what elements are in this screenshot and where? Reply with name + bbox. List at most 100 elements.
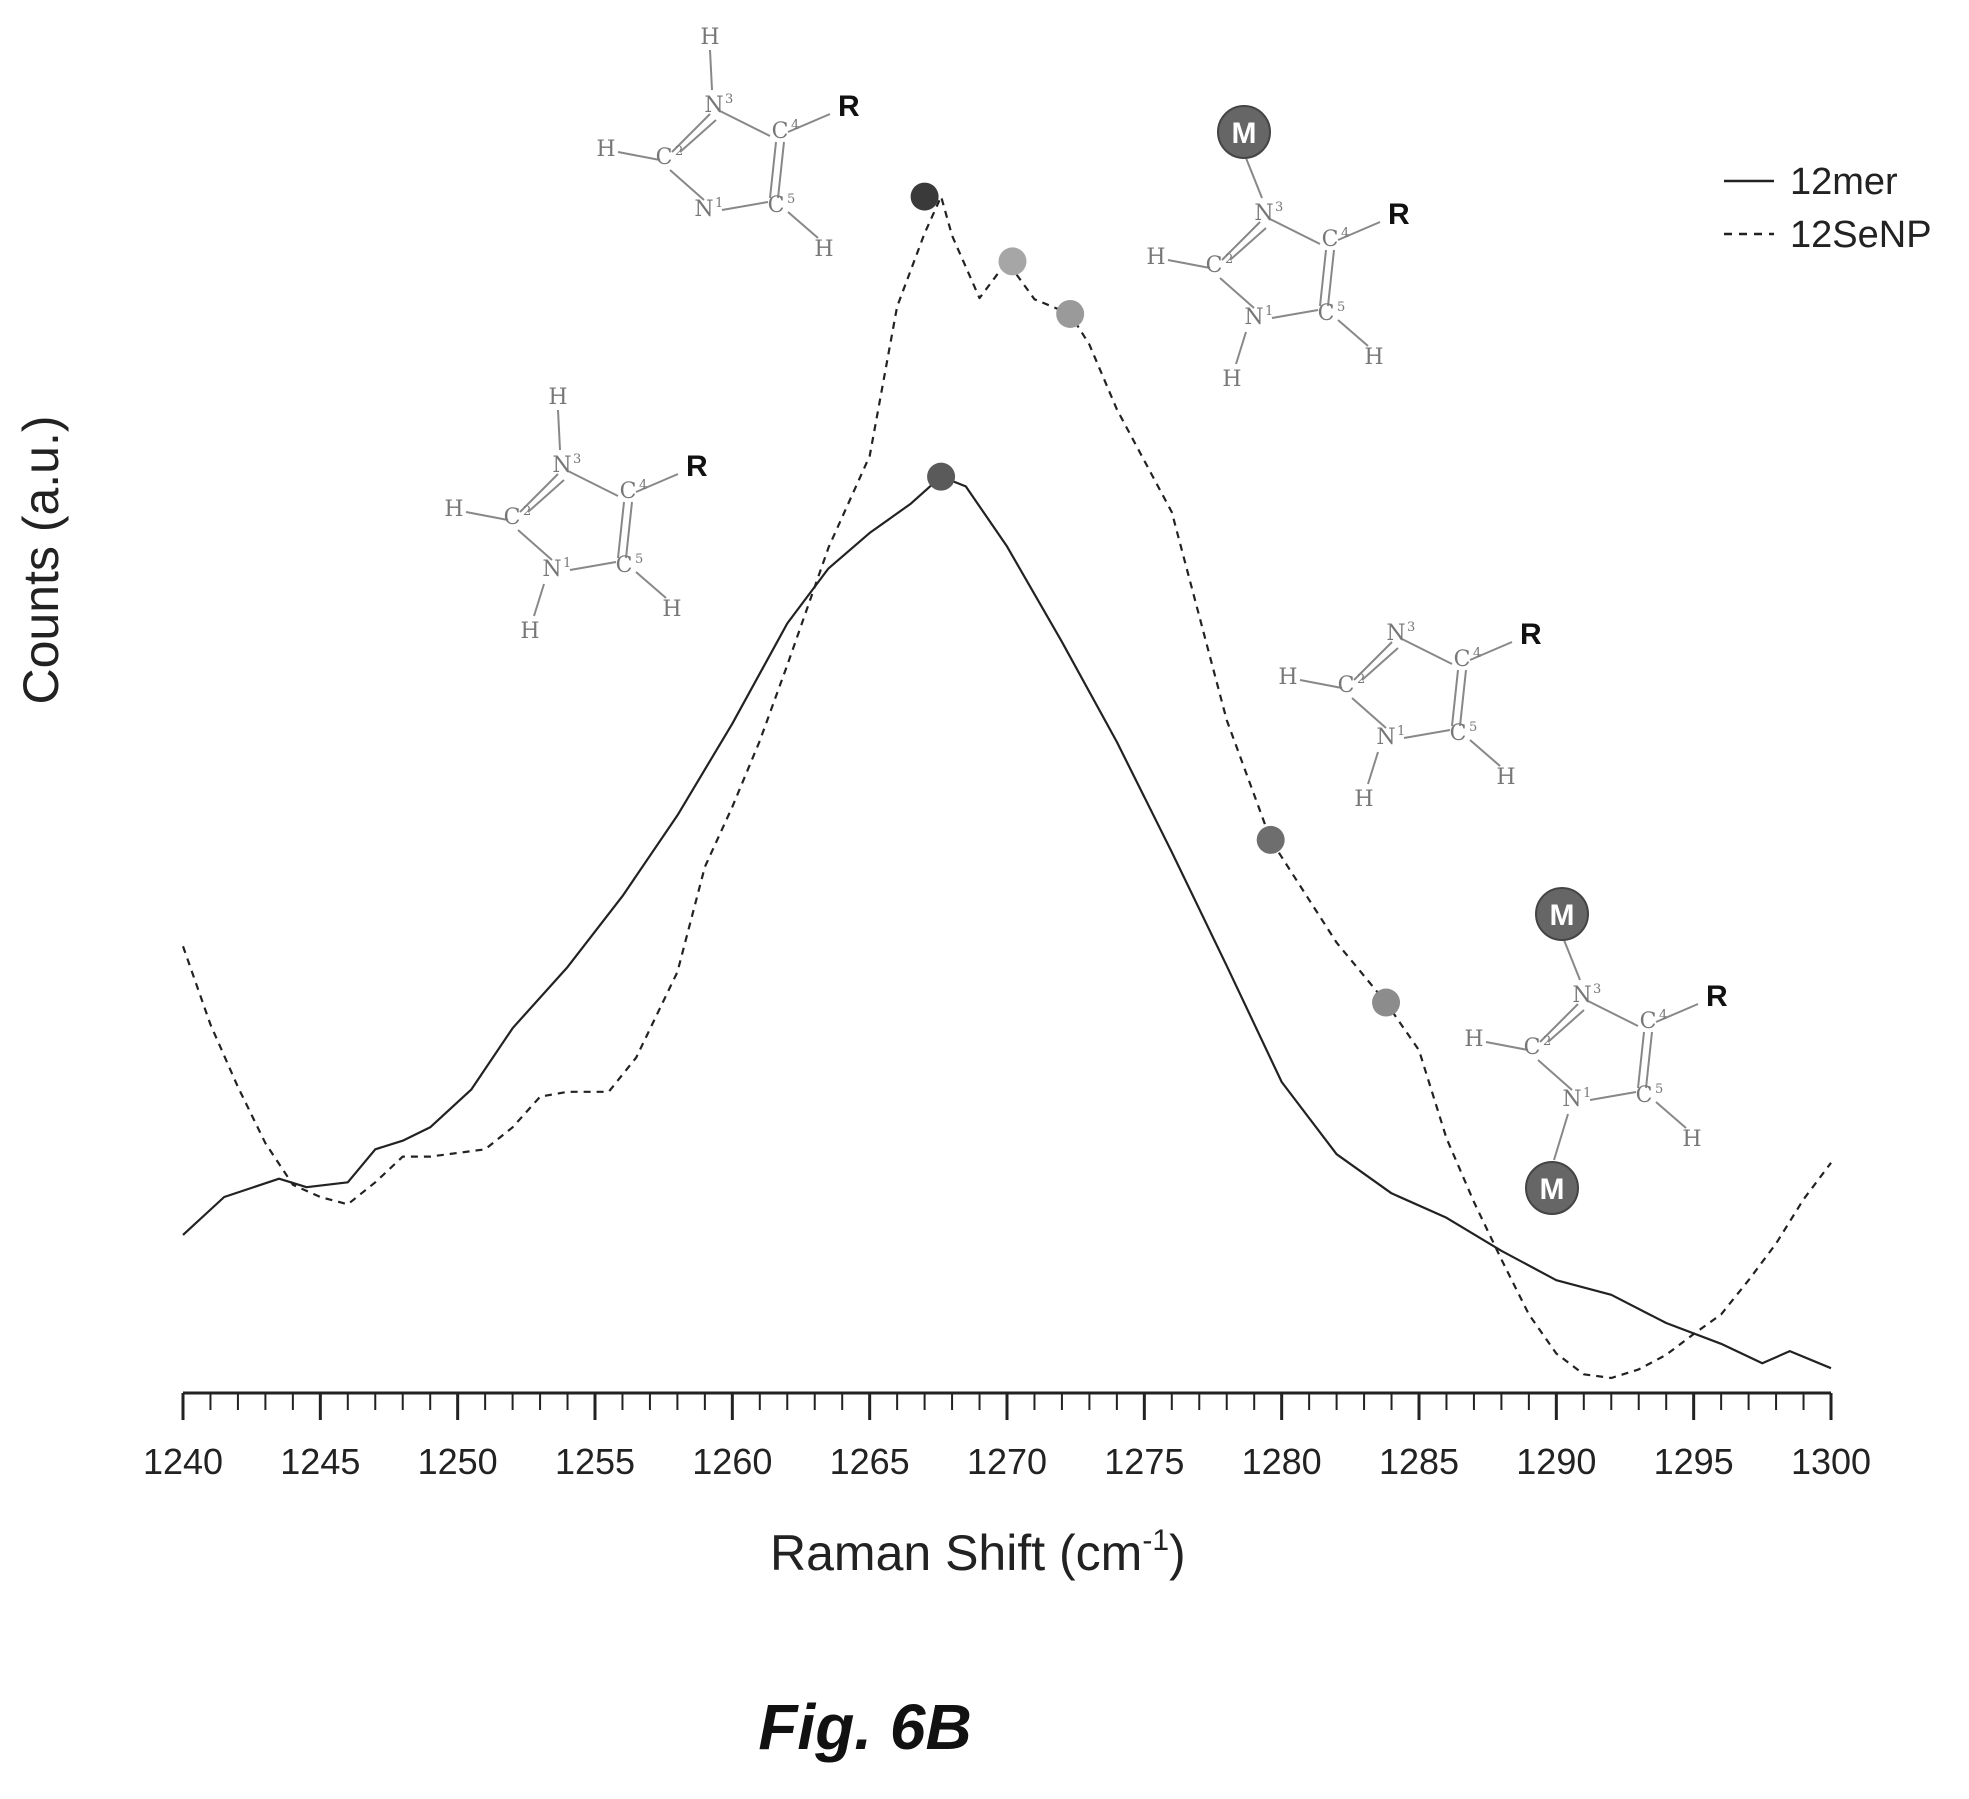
atom-label: C: [1640, 1009, 1657, 1034]
x-axis-title: Raman Shift (cm-1): [770, 1524, 1186, 1581]
peak-marker: [998, 247, 1027, 276]
x-axis-title-close: ): [1169, 1525, 1186, 1581]
atom-label: N: [1562, 1087, 1581, 1112]
x-tick-label: 1290: [1516, 1441, 1596, 1482]
peak-marker: [910, 182, 939, 211]
atom-label: H: [1682, 1127, 1701, 1152]
r-group-label: R: [686, 450, 708, 483]
plot-area: [181, 195, 1832, 1380]
atom-label: H: [444, 497, 463, 522]
atom-label: H: [520, 619, 539, 644]
x-tick-label: 1245: [280, 1441, 360, 1482]
x-tick-label: 1260: [692, 1441, 772, 1482]
atom-label: C: [1322, 227, 1339, 252]
bond: [1367, 751, 1379, 785]
peak-marker: [1256, 825, 1285, 854]
atom-locant: 1: [1583, 1086, 1591, 1101]
x-tick-label: 1275: [1104, 1441, 1184, 1482]
atom-label: H: [1222, 367, 1241, 392]
atom-locant: 2: [1225, 252, 1233, 267]
x-axis-title-superscript: -1: [1142, 1524, 1169, 1557]
x-tick-label: 1250: [418, 1441, 498, 1482]
series-line-12senp: [181, 195, 1832, 1380]
atom-locant: 2: [675, 144, 683, 159]
atom-label: C: [504, 505, 521, 530]
atom-label: H: [1496, 765, 1515, 790]
x-tick-label: 1285: [1379, 1441, 1459, 1482]
atom-label: H: [1146, 245, 1165, 270]
atom-locant: 3: [1275, 200, 1283, 215]
legend-label-12senp: 12SeNP: [1790, 214, 1932, 256]
peak-marker: [927, 462, 956, 491]
atom-label: H: [1354, 787, 1373, 812]
atom-label: C: [772, 119, 789, 144]
legend: 12mer 12SeNP: [1724, 161, 1932, 256]
atom-locant: 1: [1397, 724, 1405, 739]
atom-label: N: [542, 557, 561, 582]
atom-label: C: [656, 145, 673, 170]
bond: [1563, 939, 1581, 981]
atom-locant: 3: [573, 452, 581, 467]
x-tick-label: 1280: [1242, 1441, 1322, 1482]
atom-label: H: [596, 137, 615, 162]
peak-marker: [1056, 299, 1085, 328]
x-tick-label: 1240: [143, 1441, 223, 1482]
atom-locant: 3: [725, 92, 733, 107]
atom-locant: 4: [1341, 226, 1349, 241]
r-group-label: R: [1388, 198, 1410, 231]
atom-label: N: [1376, 725, 1395, 750]
atom-locant: 5: [1655, 1082, 1663, 1097]
atom-locant: 4: [639, 478, 647, 493]
atom-locant: 4: [1659, 1008, 1667, 1023]
x-axis-title-main: Raman Shift (cm: [770, 1525, 1142, 1581]
bond: [709, 49, 713, 91]
x-tick-label: 1255: [555, 1441, 635, 1482]
atom-locant: 5: [1469, 720, 1477, 735]
atom-label: N: [1244, 305, 1263, 330]
metal-label: M: [1232, 117, 1257, 150]
atom-label: H: [1364, 345, 1383, 370]
atom-locant: 2: [1357, 672, 1365, 687]
atom-label: C: [616, 553, 633, 578]
atom-locant: 4: [1473, 646, 1481, 661]
x-axis: 1240 1245 1250 1255 1260 1265 1270 1275 1280 1285…: [143, 1391, 1871, 1482]
peak-markers: [910, 182, 1401, 1017]
metal-center-icon: [1535, 887, 1589, 941]
atom-locant: 4: [791, 118, 799, 133]
r-group-label: R: [1520, 618, 1542, 651]
x-tick-label: 1270: [967, 1441, 1047, 1482]
atom-label: H: [1278, 665, 1297, 690]
bond: [1235, 331, 1247, 365]
atom-locant: 1: [715, 196, 723, 211]
atom-label: C: [1636, 1083, 1653, 1108]
bond: [533, 583, 545, 617]
atom-label: C: [1318, 301, 1335, 326]
x-tick-label: 1300: [1791, 1441, 1871, 1482]
atom-label: H: [1464, 1027, 1483, 1052]
atom-label: H: [814, 237, 833, 262]
atom-label: C: [1206, 253, 1223, 278]
atom-label: N: [552, 453, 571, 478]
atom-label: H: [548, 385, 567, 410]
atom-locant: 5: [1337, 300, 1345, 315]
bond: [1245, 157, 1263, 199]
atom-label: N: [1254, 201, 1273, 226]
peak-marker: [1372, 988, 1401, 1017]
atom-label: C: [1338, 673, 1355, 698]
atom-locant: 5: [635, 552, 643, 567]
figure-caption: Fig. 6B: [758, 1691, 972, 1763]
metal-center-icon: [1217, 105, 1271, 159]
atom-locant: 3: [1593, 982, 1601, 997]
r-group-label: R: [838, 90, 860, 123]
atom-label: N: [1572, 983, 1591, 1008]
bond: [557, 409, 561, 451]
r-group-label: R: [1706, 980, 1728, 1013]
atom-label: C: [1450, 721, 1467, 746]
metal-center-icon: [1525, 1161, 1579, 1215]
x-tick-label: 1295: [1654, 1441, 1734, 1482]
atom-locant: 1: [1265, 304, 1273, 319]
bond: [1553, 1113, 1569, 1161]
